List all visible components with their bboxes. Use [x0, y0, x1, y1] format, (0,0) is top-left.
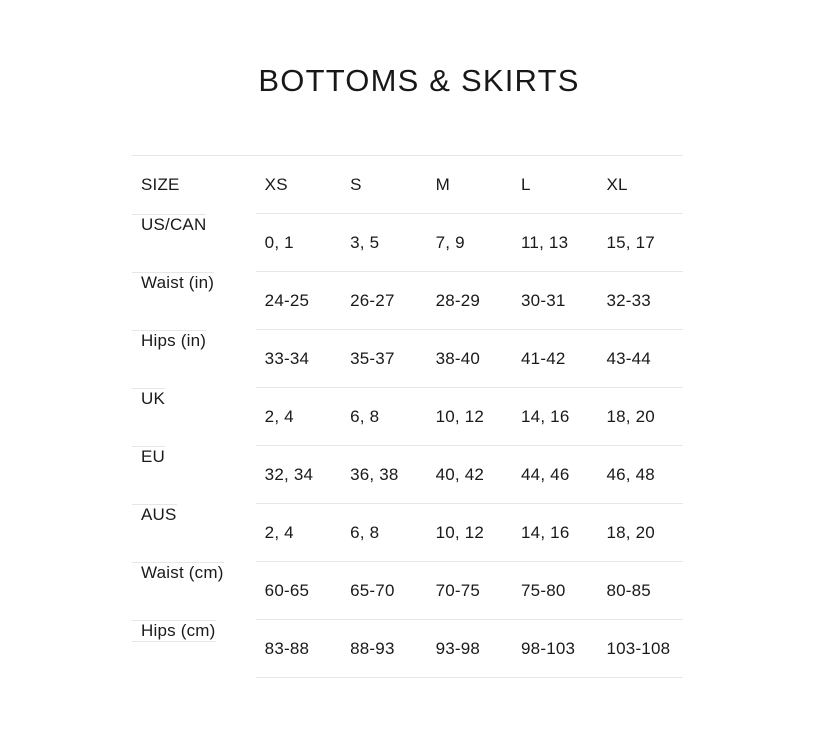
- cell-us-can-l: 11, 13: [512, 213, 598, 272]
- cell-hips-cm-s: 88-93: [341, 619, 427, 678]
- cell-waist-in-xs: 24-25: [255, 271, 342, 330]
- cell-aus-s: 6, 8: [341, 503, 427, 562]
- column-header-l: L: [512, 155, 598, 214]
- row-label-waist-cm: Waist (cm): [132, 561, 224, 583]
- row-label-hips-in: Hips (in): [132, 329, 207, 351]
- table-header-row: SIZE XS S M L XL: [132, 155, 683, 214]
- cell-waist-cm-s: 65-70: [341, 561, 427, 620]
- cell-uk-l: 14, 16: [512, 387, 598, 446]
- cell-eu-xl: 46, 48: [597, 445, 683, 504]
- cell-hips-in-l: 41-42: [512, 329, 598, 388]
- table-row: EU 32, 34 36, 38 40, 42 44, 46 46, 48: [132, 445, 683, 504]
- cell-aus-l: 14, 16: [512, 503, 598, 562]
- cell-uk-xs: 2, 4: [255, 387, 342, 446]
- row-label-uk: UK: [132, 387, 166, 409]
- cell-eu-l: 44, 46: [512, 445, 598, 504]
- cell-hips-cm-l: 98-103: [512, 619, 598, 678]
- table-row: AUS 2, 4 6, 8 10, 12 14, 16 18, 20: [132, 503, 683, 562]
- size-chart-table: SIZE XS S M L XL US/CAN 0, 1 3, 5 7, 9 1…: [132, 155, 683, 678]
- size-chart-table-container: SIZE XS S M L XL US/CAN 0, 1 3, 5 7, 9 1…: [132, 155, 683, 678]
- table-body: US/CAN 0, 1 3, 5 7, 9 11, 13 15, 17 Wais…: [132, 213, 683, 678]
- cell-hips-in-xs: 33-34: [255, 329, 342, 388]
- cell-eu-m: 40, 42: [426, 445, 513, 504]
- row-label-hips-cm: Hips (cm): [132, 619, 216, 642]
- table-row: Waist (cm) 60-65 65-70 70-75 75-80 80-85: [132, 561, 683, 620]
- row-label-us-can: US/CAN: [132, 213, 207, 235]
- column-header-xl: XL: [597, 155, 683, 214]
- cell-uk-m: 10, 12: [426, 387, 513, 446]
- row-label-eu: EU: [132, 445, 166, 467]
- cell-waist-in-xl: 32-33: [597, 271, 683, 330]
- cell-uk-s: 6, 8: [341, 387, 427, 446]
- cell-uk-xl: 18, 20: [597, 387, 683, 446]
- cell-waist-in-s: 26-27: [341, 271, 427, 330]
- cell-us-can-s: 3, 5: [341, 213, 427, 272]
- column-header-m: M: [426, 155, 513, 214]
- cell-eu-xs: 32, 34: [255, 445, 342, 504]
- column-header-s: S: [341, 155, 427, 214]
- cell-hips-in-s: 35-37: [341, 329, 427, 388]
- row-label-waist-in: Waist (in): [132, 271, 215, 293]
- cell-waist-cm-m: 70-75: [426, 561, 513, 620]
- table-header: SIZE XS S M L XL: [132, 155, 683, 214]
- cell-hips-in-xl: 43-44: [597, 329, 683, 388]
- cell-us-can-m: 7, 9: [426, 213, 513, 272]
- cell-aus-xs: 2, 4: [255, 503, 342, 562]
- cell-us-can-xl: 15, 17: [597, 213, 683, 272]
- table-row: Hips (in) 33-34 35-37 38-40 41-42 43-44: [132, 329, 683, 388]
- cell-waist-in-m: 28-29: [426, 271, 513, 330]
- table-row: US/CAN 0, 1 3, 5 7, 9 11, 13 15, 17: [132, 213, 683, 272]
- cell-eu-s: 36, 38: [341, 445, 427, 504]
- cell-hips-cm-m: 93-98: [426, 619, 513, 678]
- table-row: Waist (in) 24-25 26-27 28-29 30-31 32-33: [132, 271, 683, 330]
- row-label-aus: AUS: [132, 503, 177, 525]
- cell-hips-cm-xs: 83-88: [255, 619, 342, 678]
- cell-waist-in-l: 30-31: [512, 271, 598, 330]
- page-title: BOTTOMS & SKIRTS: [258, 63, 580, 98]
- cell-hips-cm-xl: 103-108: [597, 619, 683, 678]
- table-row: Hips (cm) 83-88 88-93 93-98 98-103 103-1…: [132, 619, 683, 678]
- cell-waist-cm-xl: 80-85: [597, 561, 683, 620]
- column-header-size: SIZE: [132, 155, 256, 214]
- column-header-xs: XS: [255, 155, 342, 214]
- cell-us-can-xs: 0, 1: [255, 213, 342, 272]
- table-row: UK 2, 4 6, 8 10, 12 14, 16 18, 20: [132, 387, 683, 446]
- cell-aus-xl: 18, 20: [597, 503, 683, 562]
- cell-aus-m: 10, 12: [426, 503, 513, 562]
- cell-waist-cm-xs: 60-65: [255, 561, 342, 620]
- cell-waist-cm-l: 75-80: [512, 561, 598, 620]
- cell-hips-in-m: 38-40: [426, 329, 513, 388]
